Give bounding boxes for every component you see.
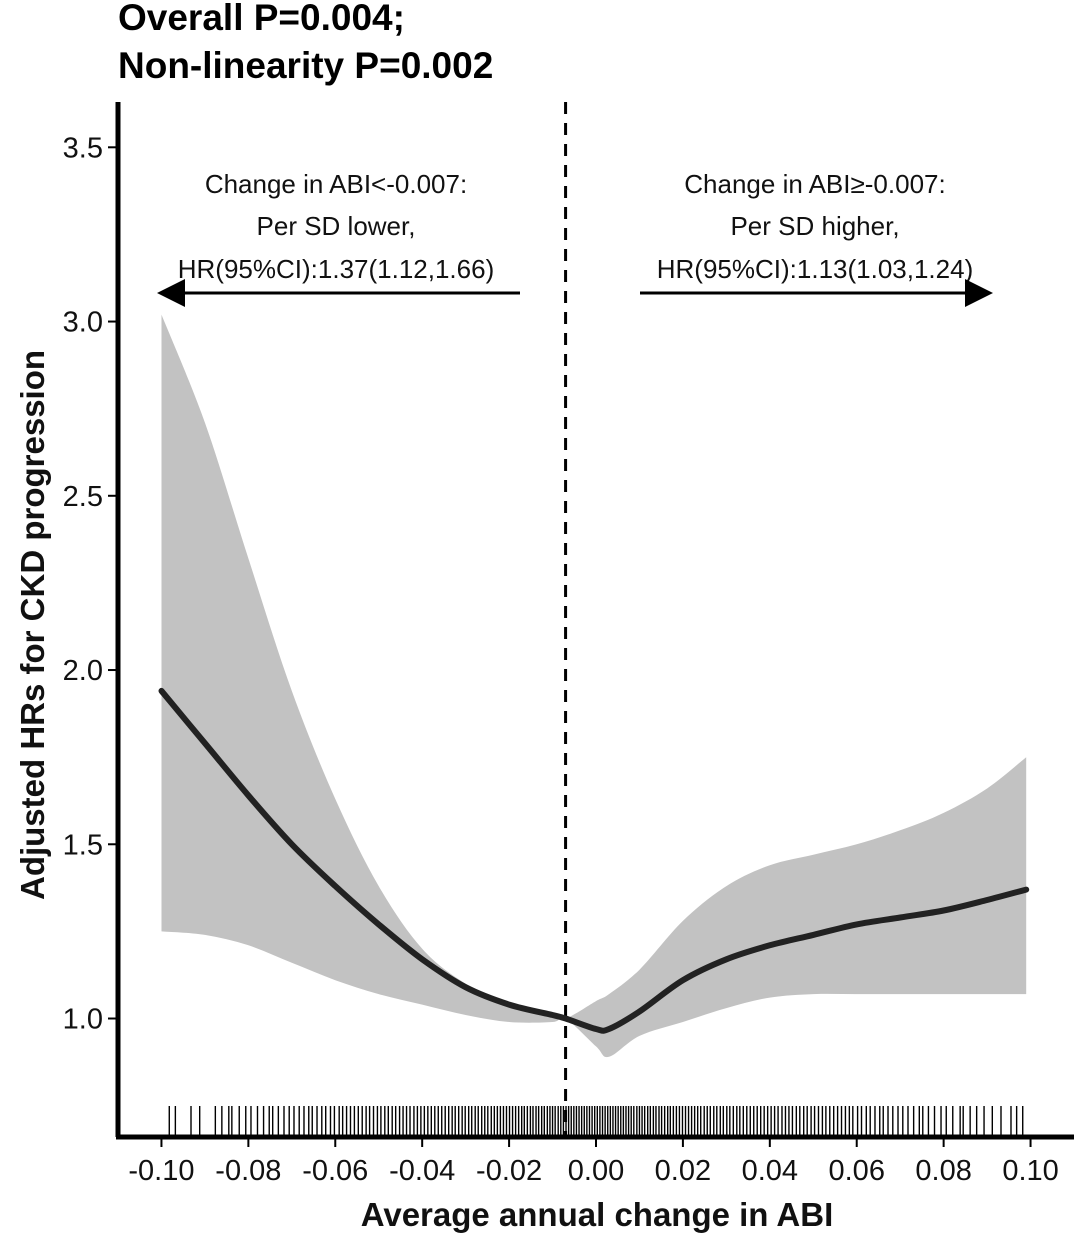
rug-layer xyxy=(168,1106,1024,1135)
y-tick-label: 3.5 xyxy=(63,132,103,164)
chart-title-line-2: Non-linearity P=0.002 xyxy=(118,45,493,86)
y-tick-label: 1.5 xyxy=(63,829,103,861)
annotation-text: HR(95%CI):1.13(1.03,1.24) xyxy=(657,254,973,284)
annotation-text: Change in ABI≥-0.007: xyxy=(684,169,945,199)
axes-layer: -0.10 -0.08 -0.06 -0.04 -0.02 0.00 0.02 0.04 0.0… xyxy=(63,102,1074,1187)
hr-curve-line xyxy=(158,687,1030,1034)
confidence-band xyxy=(161,314,1027,1058)
x-axis-title: Average annual change in ABI xyxy=(361,1196,834,1233)
x-tick-label: 0.00 xyxy=(568,1155,624,1187)
y-tick-label: 2.5 xyxy=(63,481,103,513)
chart-title-line-1: Overall P=0.004; xyxy=(118,0,405,38)
annotation-text: Per SD higher, xyxy=(730,211,899,241)
annotation-arrow-head xyxy=(157,279,185,307)
y-axis-title: Adjusted HRs for CKD progression xyxy=(14,350,51,900)
confidence-band-layer xyxy=(161,314,1027,1058)
x-tick-label: -0.10 xyxy=(128,1155,194,1187)
series-line-layer xyxy=(158,687,1030,1034)
x-tick-label: 0.06 xyxy=(829,1155,885,1187)
y-tick-label: 1.0 xyxy=(63,1004,103,1036)
x-tick-label: 0.02 xyxy=(655,1155,711,1187)
x-tick-label: -0.04 xyxy=(389,1155,455,1187)
y-tick-label: 2.0 xyxy=(63,655,103,687)
x-tick-label: -0.08 xyxy=(215,1155,281,1187)
x-tick-label: 0.08 xyxy=(915,1155,971,1187)
x-tick-label: -0.02 xyxy=(476,1155,542,1187)
annotation-text: Change in ABI<-0.007: xyxy=(205,169,467,199)
x-tick-label: 0.04 xyxy=(742,1155,798,1187)
y-tick-label: 3.0 xyxy=(63,307,103,339)
annotation-text: Per SD lower, xyxy=(257,211,416,241)
annotation-arrow-head xyxy=(965,279,993,307)
x-tick-label: -0.06 xyxy=(302,1155,368,1187)
annotation-text: HR(95%CI):1.37(1.12,1.66) xyxy=(178,254,494,284)
x-tick-label: 0.10 xyxy=(1002,1155,1058,1187)
annotations-layer: Change in ABI<-0.007: Per SD lower, HR(95%… xyxy=(157,169,993,307)
